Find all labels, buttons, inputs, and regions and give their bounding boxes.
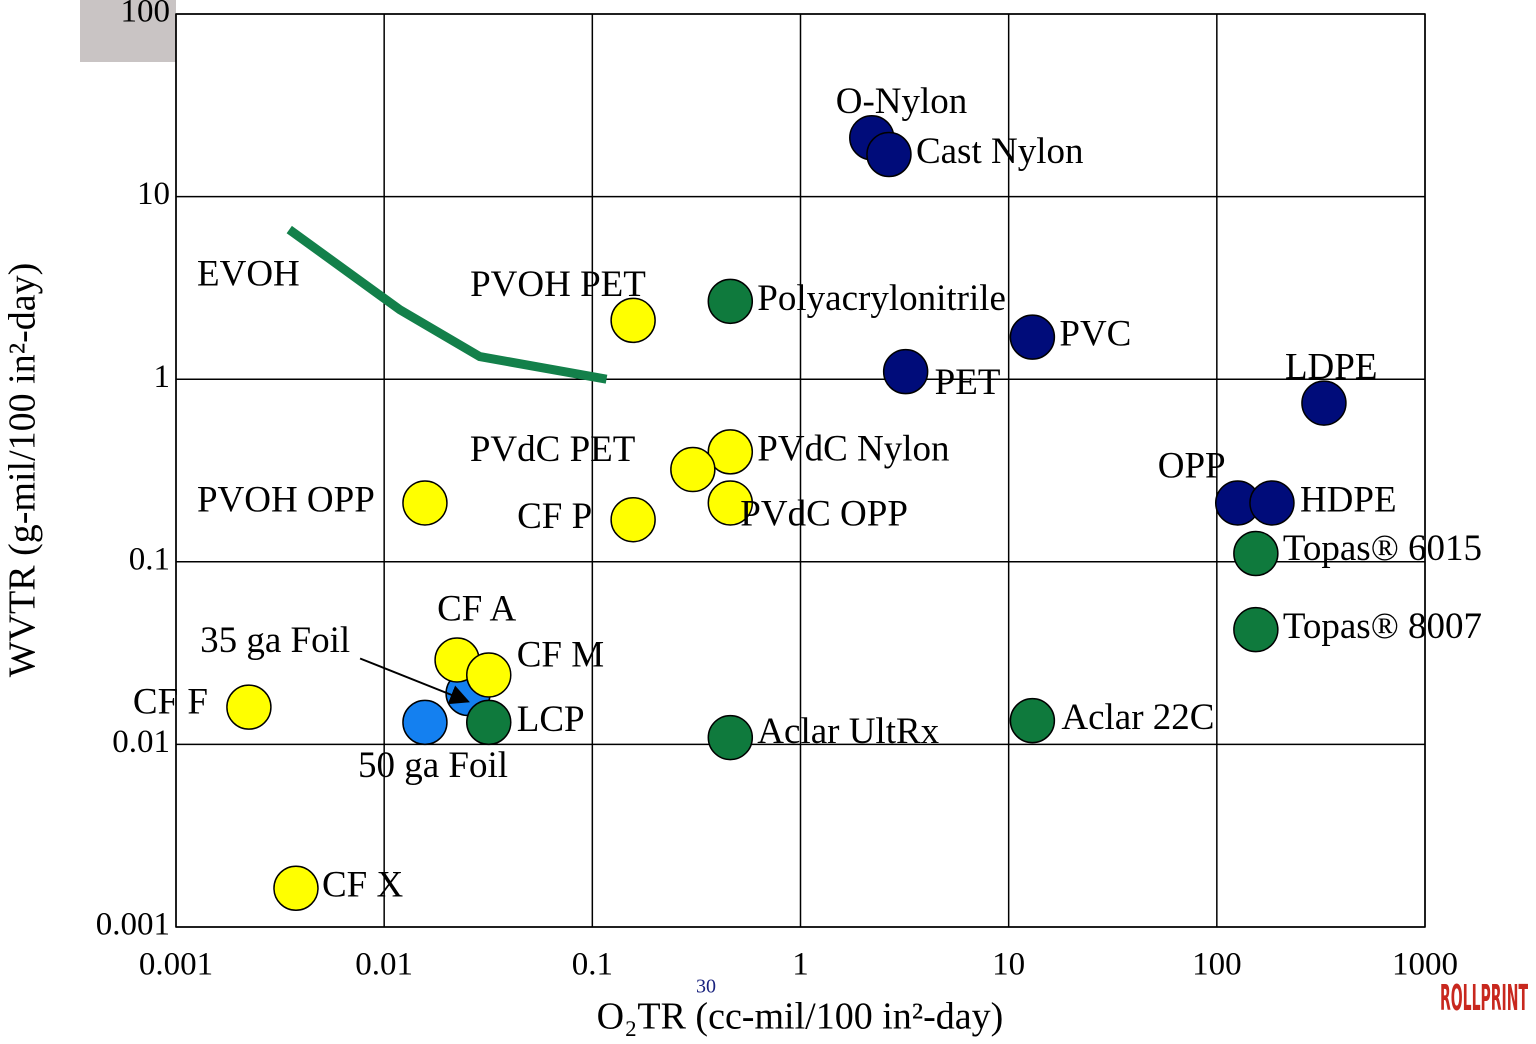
point-label: O-Nylon	[836, 81, 968, 122]
x-tick-label: 1	[792, 947, 809, 983]
point-label: Aclar 22C	[1061, 697, 1214, 738]
point	[1233, 606, 1279, 653]
y-tick-label: 0.001	[96, 907, 170, 943]
point	[466, 652, 512, 698]
y-tick-label: 10	[137, 176, 170, 212]
point-label: Topas® 8007	[1283, 606, 1482, 647]
point	[402, 699, 448, 746]
point-label: CF M	[517, 634, 604, 675]
arrow	[359, 657, 470, 705]
logo: ROLLPRINT	[1440, 978, 1528, 1019]
point	[1249, 480, 1295, 526]
point	[707, 429, 754, 475]
point-label: LCP	[517, 699, 585, 740]
point-label: HDPE	[1300, 479, 1397, 520]
point	[1233, 530, 1279, 577]
point-label: 50 ga Foil	[358, 745, 508, 786]
point	[1009, 314, 1056, 360]
page-number: 30	[696, 976, 716, 998]
x-tick-label: 10	[992, 947, 1025, 983]
point-label: PET	[935, 362, 1001, 403]
point-label: PVOH PET	[470, 264, 646, 305]
point-label: Polyacrylonitrile	[757, 278, 1006, 319]
point	[1301, 380, 1347, 426]
y-tick-label: 0.1	[129, 541, 170, 577]
y-axis-label: WVTR (g-mil/100 in²-day)	[2, 263, 44, 678]
x-axis-label: O₂TR (cc-mil/100 in²-day)	[597, 996, 1004, 1038]
point	[707, 278, 754, 325]
point-label: PVOH OPP	[197, 479, 375, 520]
point-label: PVC	[1059, 314, 1131, 355]
point-label: CF P	[517, 496, 592, 537]
point-label: CF F	[133, 682, 208, 723]
y-tick-label: 1	[154, 359, 171, 395]
point	[707, 480, 754, 526]
point	[273, 865, 319, 912]
point-label: Cast Nylon	[916, 131, 1084, 172]
x-tick-label: 100	[1192, 947, 1242, 983]
point	[402, 480, 448, 526]
point-label: Aclar UltRx	[757, 711, 939, 752]
point	[670, 446, 716, 493]
point-label: Topas® 6015	[1283, 528, 1482, 569]
point	[882, 348, 929, 395]
point	[466, 699, 512, 746]
corner-image	[80, 0, 176, 62]
y-tick-label: 100	[121, 0, 171, 30]
curve-label: EVOH	[197, 253, 300, 294]
point	[707, 714, 754, 761]
point-label: 35 ga Foil	[200, 620, 350, 661]
x-tick-label: 1000	[1392, 947, 1458, 983]
point-label: OPP	[1158, 445, 1226, 486]
curve	[286, 225, 608, 384]
point	[610, 297, 656, 344]
x-tick-label: 0.1	[572, 947, 613, 983]
point-label: PVdC PET	[470, 429, 636, 470]
point	[610, 496, 656, 543]
point-label: PVdC Nylon	[757, 428, 949, 469]
point-label: CF A	[437, 588, 516, 629]
point	[866, 131, 912, 178]
y-tick-label: 0.01	[112, 724, 170, 760]
point-label: PVdC OPP	[740, 493, 908, 534]
point-label: LDPE	[1285, 347, 1378, 388]
x-tick-label: 0.01	[355, 947, 413, 983]
point	[226, 684, 272, 730]
x-tick-label: 0.001	[139, 947, 213, 983]
point-label: CF X	[322, 865, 404, 906]
point	[1009, 697, 1056, 744]
